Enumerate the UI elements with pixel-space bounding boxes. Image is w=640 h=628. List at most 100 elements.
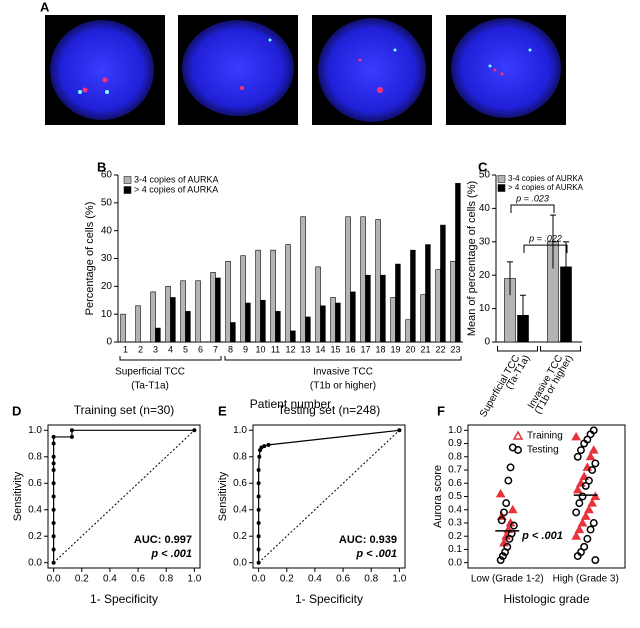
x-axis-label: Histologic grade: [503, 592, 589, 606]
x-tick-label: 16: [345, 344, 355, 354]
legend-label: > 4 copies of AURKA: [134, 184, 218, 194]
roc-point: [51, 434, 56, 439]
y-tick-label: 0.8: [448, 451, 462, 462]
y-tick-label: 0.0: [233, 557, 247, 568]
y-tick-label: 0: [484, 337, 490, 348]
testing-point: [505, 534, 514, 543]
testing-point: [591, 459, 600, 468]
legend-marker: [514, 446, 522, 454]
bar: [215, 277, 221, 343]
y-tick-label: 0.6: [448, 478, 462, 489]
panel-label: C: [478, 159, 488, 174]
testing-point: [589, 519, 598, 527]
x-tick-label: 15: [330, 344, 340, 354]
panel-label: F: [437, 403, 445, 418]
training-point: [572, 484, 583, 494]
testing-point: [575, 499, 584, 508]
bar: [345, 216, 351, 343]
group-bracket: [497, 346, 538, 352]
bar: [405, 319, 411, 343]
group-sublabel: (Ta-T1a): [131, 381, 169, 392]
x-tick-label: 0.6: [131, 574, 145, 585]
x-axis-label: Patient number: [250, 397, 331, 411]
testing-point: [496, 556, 505, 565]
y-tick-label: 0: [106, 337, 112, 348]
testing-point: [498, 552, 507, 561]
testing-point: [588, 466, 597, 474]
x-tick-label: 0.2: [75, 574, 89, 585]
plot-frame: [252, 424, 406, 569]
roc-point: [256, 547, 261, 552]
legend-swatch: [123, 176, 132, 184]
y-tick-label: 50: [101, 197, 113, 208]
y-tick-label: 0.0: [448, 557, 462, 568]
x-tick-label: 4: [168, 344, 173, 354]
roc-point: [69, 428, 74, 433]
y-axis-label: Percentage of cells (%): [84, 202, 96, 316]
x-tick-label: 1.0: [187, 574, 201, 585]
roc-point: [397, 428, 402, 433]
y-tick-label: 20: [101, 281, 113, 292]
x-tick-label: 12: [285, 344, 295, 354]
x-tick-label: 0.4: [103, 574, 117, 585]
y-tick-label: 10: [479, 303, 491, 314]
x-tick-label: 7: [213, 344, 218, 354]
group-bracket: [540, 346, 581, 352]
testing-point: [500, 508, 508, 517]
bar: [435, 269, 441, 343]
y-tick-label: 0.6: [233, 478, 247, 489]
bar: [455, 183, 461, 343]
micrograph: [178, 15, 298, 125]
group-label: Invasive TCC: [313, 367, 373, 378]
y-tick-label: 30: [479, 236, 491, 247]
y-tick-label: 50: [479, 170, 491, 181]
roc-point: [256, 468, 261, 473]
plot-frame: [47, 424, 201, 569]
y-tick-label: 20: [479, 270, 491, 281]
testing-point: [497, 516, 506, 525]
y-tick-label: 0.7: [448, 465, 462, 476]
annotation: AUC: 0.939: [339, 534, 397, 546]
x-tick-label: 14: [315, 344, 325, 354]
bar: [360, 216, 366, 343]
roc-point: [256, 481, 261, 486]
y-tick-label: 0.4: [233, 504, 247, 515]
group-label: Superficial TCC: [115, 367, 185, 378]
y-tick-label: 1.0: [448, 425, 462, 436]
testing-point: [580, 439, 589, 448]
chart-title: Testing set (n=248): [278, 403, 380, 417]
bar: [255, 249, 261, 343]
testing-point: [591, 556, 600, 565]
training-point: [495, 488, 506, 498]
roc-point: [256, 560, 261, 565]
testing-point: [586, 525, 595, 534]
bar: [335, 302, 341, 343]
training-point: [584, 504, 594, 514]
roc-point: [51, 454, 56, 459]
bar: [375, 219, 381, 343]
testing-point: [578, 492, 587, 501]
testing-point: [504, 476, 513, 485]
roc-point: [51, 520, 56, 525]
y-tick-label: 1.0: [28, 425, 42, 436]
y-tick-label: 40: [101, 225, 113, 236]
bar: [180, 280, 186, 343]
bar: [185, 311, 191, 343]
testing-point: [583, 534, 592, 543]
testing-point: [501, 548, 509, 557]
legend-label: 3-4 copies of AURKA: [134, 174, 219, 184]
bar: [350, 291, 356, 343]
x-tick-label: 3: [153, 344, 158, 354]
bar: [155, 327, 161, 343]
testing-point: [581, 481, 590, 490]
micrograph: [446, 15, 566, 125]
bar: [395, 263, 401, 343]
testing-point: [572, 508, 581, 517]
roc-point: [51, 547, 56, 552]
roc-point: [256, 507, 261, 512]
bar: [135, 305, 141, 343]
roc-point: [51, 534, 56, 539]
reference-diagonal: [53, 429, 195, 564]
testing-point: [577, 446, 585, 455]
x-axis-label: 1- Specificity: [90, 592, 158, 606]
